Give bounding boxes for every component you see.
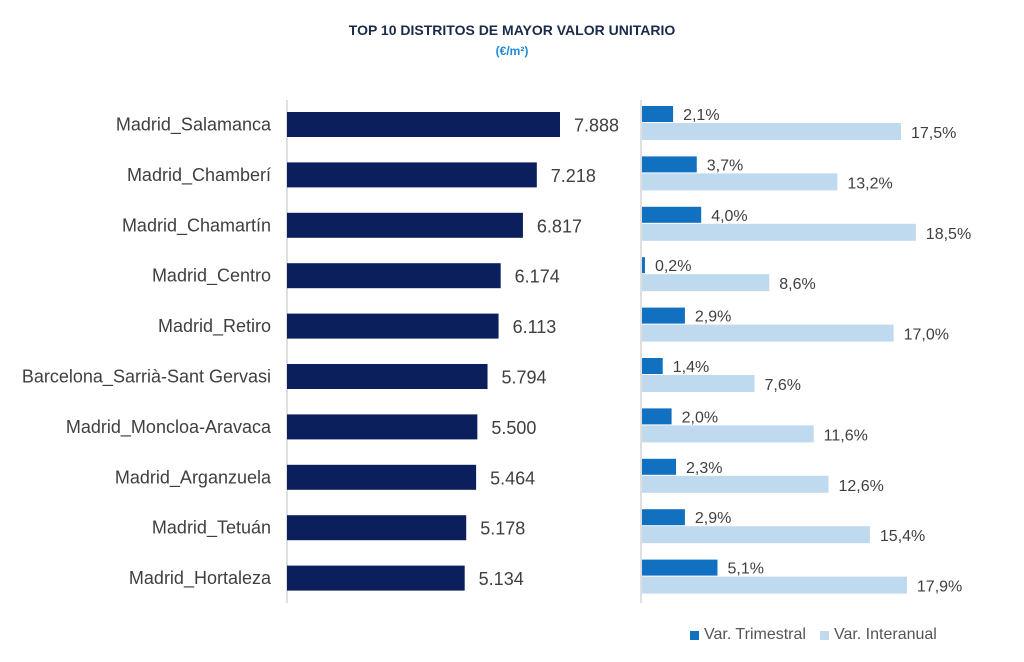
interanual-label: 11,6% xyxy=(824,427,868,444)
value-label: 5.464 xyxy=(490,468,535,488)
interanual-label: 15,4% xyxy=(880,528,925,545)
interanual-bar xyxy=(642,123,901,140)
category-label: Madrid_Chamberí xyxy=(127,165,271,186)
trimestral-label: 0,2% xyxy=(655,258,691,275)
chart-title: TOP 10 DISTRITOS DE MAYOR VALOR UNITARIO xyxy=(348,22,676,38)
value-bar xyxy=(287,112,560,137)
trimestral-bar xyxy=(642,509,685,526)
value-bar xyxy=(287,565,465,591)
legend-item-interanual: Var. Interanual xyxy=(819,626,937,644)
trimestral-label: 2,9% xyxy=(695,309,731,326)
category-label: Madrid_Chamartín xyxy=(122,215,271,236)
trimestral-bar xyxy=(642,559,718,576)
interanual-label: 13,2% xyxy=(847,175,892,192)
interanual-bar xyxy=(642,475,829,493)
legend: Var. Trimestral Var. Interanual xyxy=(690,626,945,644)
interanual-label: 17,9% xyxy=(917,579,962,596)
trimestral-label: 3,7% xyxy=(707,157,743,174)
category-label: Madrid_Retiro xyxy=(158,316,271,337)
interanual-bar xyxy=(642,375,755,392)
value-bar xyxy=(287,364,488,389)
interanual-label: 7,6% xyxy=(764,377,800,394)
value-bar xyxy=(287,212,523,238)
category-label: Madrid_Salamanca xyxy=(116,115,272,136)
value-bar xyxy=(287,515,467,541)
interanual-bar xyxy=(642,576,907,594)
trimestral-label: 5,1% xyxy=(727,561,763,578)
value-bar xyxy=(287,162,537,188)
chart-area: Madrid_Salamanca 7.888 2,1% 17,5% Madrid_Cha… xyxy=(22,100,971,603)
trimestral-label: 2,9% xyxy=(695,510,731,527)
value-label: 5.134 xyxy=(479,569,524,589)
trimestral-bar xyxy=(642,257,645,274)
category-label: Madrid_Centro xyxy=(152,266,271,287)
legend-swatch-trimestral xyxy=(690,630,699,640)
trimestral-bar xyxy=(642,307,685,324)
trimestral-bar xyxy=(642,156,697,173)
value-label: 6.817 xyxy=(537,216,582,236)
interanual-label: 17,5% xyxy=(911,125,956,142)
value-bar xyxy=(287,414,478,440)
trimestral-bar xyxy=(642,106,674,122)
trimestral-label: 2,3% xyxy=(686,460,722,477)
category-label: Madrid_Arganzuela xyxy=(115,467,272,488)
interanual-bar xyxy=(642,173,838,191)
interanual-bar xyxy=(642,274,770,292)
trimestral-label: 4,0% xyxy=(711,208,747,225)
trimestral-bar xyxy=(642,358,663,374)
value-bar xyxy=(287,263,501,289)
interanual-bar xyxy=(642,223,916,241)
category-label: Madrid_Moncloa-Aravaca xyxy=(66,417,272,438)
trimestral-bar xyxy=(642,458,677,475)
trimestral-bar xyxy=(642,206,702,223)
trimestral-label: 2,1% xyxy=(683,107,719,124)
value-label: 5.178 xyxy=(480,519,525,539)
interanual-bar xyxy=(642,526,870,544)
category-label: Madrid_Hortaleza xyxy=(129,568,272,589)
value-label: 7.888 xyxy=(574,116,619,136)
trimestral-label: 1,4% xyxy=(673,359,709,376)
value-bar xyxy=(287,313,499,339)
interanual-label: 12,6% xyxy=(838,478,883,495)
interanual-label: 17,0% xyxy=(904,327,949,344)
legend-item-trimestral: Var. Trimestral xyxy=(690,626,806,644)
legend-label-trimestral: Var. Trimestral xyxy=(704,626,806,643)
interanual-label: 18,5% xyxy=(926,226,971,243)
value-bar xyxy=(287,464,477,490)
trimestral-label: 2,0% xyxy=(682,409,718,426)
category-label: Madrid_Tetuán xyxy=(152,518,271,539)
value-label: 6.113 xyxy=(513,317,557,337)
value-label: 5.794 xyxy=(502,368,547,388)
trimestral-bar xyxy=(642,408,672,425)
interanual-bar xyxy=(642,324,894,342)
interanual-bar xyxy=(642,425,814,443)
legend-swatch-interanual xyxy=(819,630,829,640)
interanual-label: 8,6% xyxy=(779,276,815,293)
category-label: Barcelona_Sarrià-Sant Gervasi xyxy=(22,367,271,388)
value-label: 5.500 xyxy=(491,418,536,438)
value-label: 6.174 xyxy=(515,267,560,287)
legend-label-interanual: Var. Interanual xyxy=(833,626,937,643)
value-label: 7.218 xyxy=(551,166,596,186)
chart-subtitle: (€/m²) xyxy=(495,44,529,58)
